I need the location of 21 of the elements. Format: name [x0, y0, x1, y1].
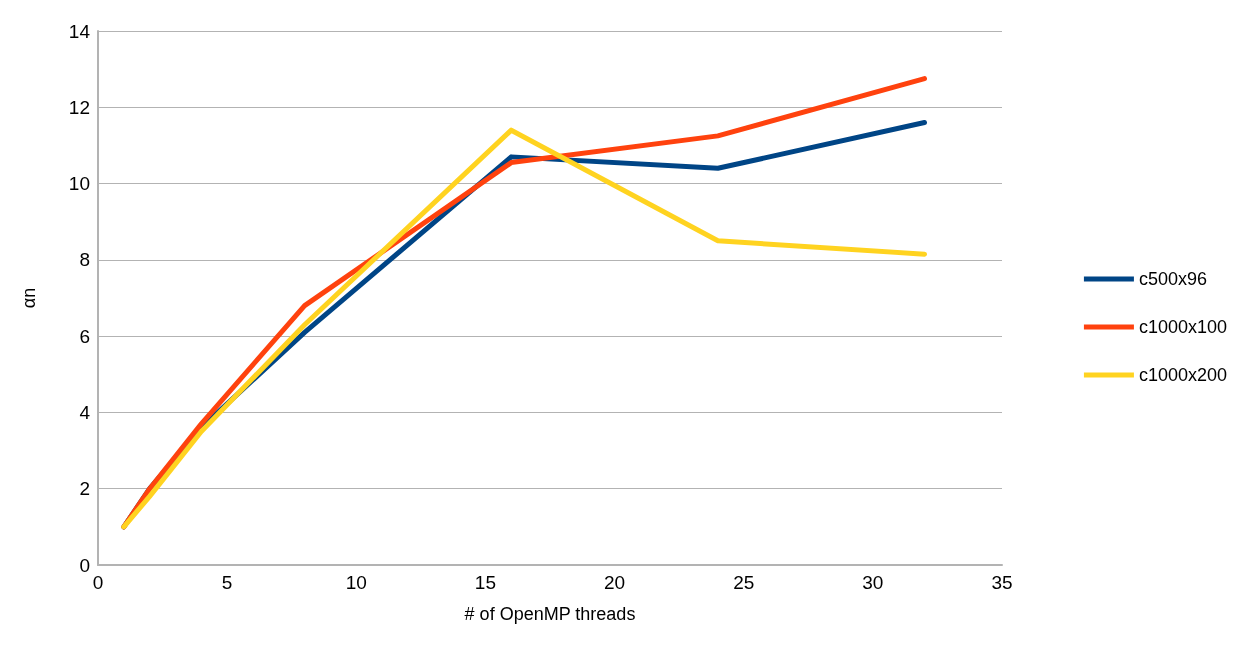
x-tick-label: 35	[991, 572, 1013, 593]
x-tick-label: 0	[92, 572, 104, 593]
y-tick-label: 10	[68, 173, 90, 195]
y-tick-label: 8	[79, 249, 90, 271]
x-tick-label: 30	[862, 572, 884, 593]
y-tick-label: 6	[79, 325, 90, 347]
y-tick-label: 2	[79, 478, 90, 500]
y-tick-label: 4	[79, 401, 91, 423]
legend-label: c1000x100	[1138, 317, 1227, 337]
x-axis-title: # of OpenMP threads	[464, 604, 636, 624]
legend-label: c1000x200	[1138, 365, 1227, 385]
legend-label: c500x96	[1138, 269, 1207, 289]
y-tick-label: 14	[68, 20, 91, 42]
x-tick-label: 20	[604, 572, 626, 593]
y-tick-label: 0	[79, 554, 90, 576]
y-tick-label: 12	[68, 96, 90, 118]
y-axis-title: αn	[19, 287, 39, 309]
x-tick-label: 5	[221, 572, 233, 593]
x-tick-label: 25	[733, 572, 755, 593]
x-tick-label: 15	[474, 572, 496, 593]
x-tick-label: 10	[345, 572, 367, 593]
